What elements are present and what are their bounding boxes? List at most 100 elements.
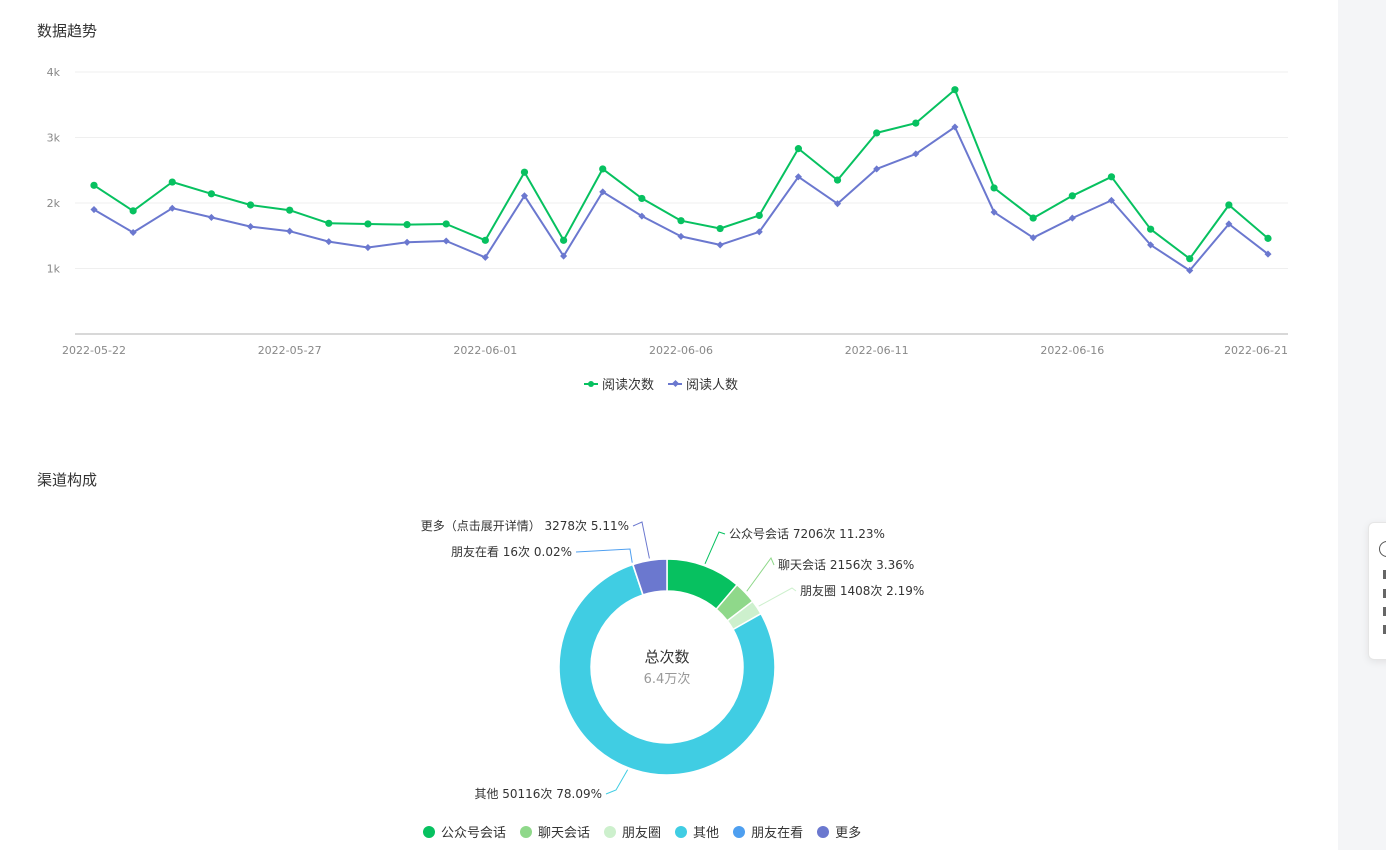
legend-label: 其他 <box>693 826 720 841</box>
data-point[interactable] <box>716 241 724 249</box>
data-point[interactable] <box>168 204 176 212</box>
data-point[interactable] <box>364 220 372 228</box>
help-circle-icon <box>1379 541 1386 557</box>
data-point[interactable] <box>873 129 881 137</box>
legend-item[interactable]: 朋友圈 <box>604 822 661 841</box>
data-point[interactable] <box>1147 225 1155 233</box>
data-point[interactable] <box>207 213 215 221</box>
donut-center-title: 总次数 <box>644 648 689 666</box>
trend-line-chart: 1k 2k 3k 4k 2022-05-22 2022-05-27 2022-06-01 2… <box>47 66 1288 357</box>
legend-item[interactable]: 聊天会话 <box>520 822 590 841</box>
legend-item[interactable]: 更多 <box>817 822 861 841</box>
data-point[interactable] <box>403 221 411 229</box>
data-point[interactable] <box>520 168 529 176</box>
x-tick-label: 2022-06-16 <box>1040 344 1104 357</box>
data-point[interactable] <box>599 188 607 196</box>
data-point[interactable] <box>325 238 333 246</box>
legend-dot-icon <box>423 825 435 838</box>
legend-item[interactable]: 其他 <box>675 822 719 841</box>
label-leader-line <box>575 548 633 563</box>
x-tick-label: 2022-06-21 <box>1224 344 1288 357</box>
data-point[interactable] <box>599 165 607 173</box>
data-point[interactable] <box>755 228 763 236</box>
legend-label: 朋友圈 <box>622 826 662 841</box>
y-tick-label: 1k <box>47 263 61 276</box>
data-point[interactable] <box>481 253 489 261</box>
legend-dot-icon <box>604 825 617 838</box>
data-point[interactable] <box>286 206 294 214</box>
data-point[interactable] <box>442 220 450 228</box>
legend-label: 聊天会话 <box>538 826 591 841</box>
data-point[interactable] <box>481 236 489 244</box>
series-line-阅读人数 <box>93 126 1269 272</box>
label-leader-line <box>632 521 650 559</box>
data-point[interactable] <box>560 252 568 260</box>
legend-dot-icon <box>733 825 746 838</box>
legend-label: 阅读人数 <box>686 378 739 393</box>
floating-help-card[interactable] <box>1368 522 1386 660</box>
data-point[interactable] <box>1264 234 1272 242</box>
data-point[interactable] <box>638 194 646 203</box>
data-point[interactable] <box>364 244 372 252</box>
legend-item[interactable]: 阅读次数 <box>584 374 654 393</box>
data-point[interactable] <box>1225 201 1233 209</box>
data-point[interactable] <box>873 165 881 173</box>
donut-slice[interactable] <box>558 563 776 776</box>
legend-label: 更多 <box>835 826 862 841</box>
data-point[interactable] <box>794 145 803 153</box>
channel-section-title: 渠道构成 <box>37 471 98 489</box>
data-point[interactable] <box>716 224 724 233</box>
data-point[interactable] <box>912 119 920 127</box>
data-point[interactable] <box>560 236 568 244</box>
data-point[interactable] <box>951 123 959 131</box>
channel-legend: 公众号会话 聊天会话 朋友圈 其他 朋友在看 更多 <box>423 822 861 841</box>
data-point[interactable] <box>1186 255 1194 263</box>
data-point[interactable] <box>1107 173 1116 181</box>
data-point[interactable] <box>90 206 98 214</box>
data-point[interactable] <box>325 219 333 227</box>
y-tick-label: 2k <box>47 197 61 210</box>
label-leader-line <box>605 769 629 795</box>
data-point[interactable] <box>833 176 842 184</box>
data-point[interactable] <box>246 223 255 231</box>
data-point[interactable] <box>677 232 685 240</box>
trend-section-title: 数据趋势 <box>37 22 98 40</box>
data-point[interactable] <box>403 238 411 246</box>
data-point[interactable] <box>638 212 646 220</box>
data-point[interactable] <box>286 227 294 235</box>
data-point[interactable] <box>755 211 763 220</box>
x-tick-label: 2022-06-01 <box>453 344 517 357</box>
data-point[interactable] <box>912 150 920 158</box>
legend-dot-icon <box>817 825 830 838</box>
data-point[interactable] <box>1029 214 1037 222</box>
data-point[interactable] <box>442 237 450 245</box>
donut-slice[interactable] <box>631 558 668 596</box>
legend-label: 阅读次数 <box>602 378 655 393</box>
data-point[interactable] <box>129 207 137 215</box>
x-tick-label: 2022-06-11 <box>845 344 909 357</box>
data-point[interactable] <box>1068 214 1076 222</box>
data-point[interactable] <box>677 217 685 225</box>
legend-dot-icon <box>675 825 688 838</box>
x-tick-label: 2022-05-27 <box>258 344 322 357</box>
data-point[interactable] <box>1068 192 1076 200</box>
data-point[interactable] <box>990 208 998 216</box>
data-point[interactable] <box>990 184 998 192</box>
donut-center-value: 6.4万次 <box>644 671 691 687</box>
data-point[interactable] <box>833 200 842 208</box>
legend-item[interactable]: 朋友在看 <box>733 822 803 841</box>
data-point[interactable] <box>129 228 137 237</box>
legend-item[interactable]: 阅读人数 <box>668 374 738 393</box>
legend-item[interactable]: 公众号会话 <box>423 822 506 841</box>
label-leader-line <box>746 556 775 592</box>
data-point[interactable] <box>794 173 802 181</box>
legend-marker-icon <box>584 379 598 389</box>
data-point[interactable] <box>207 190 215 198</box>
data-point[interactable] <box>168 178 176 186</box>
data-point[interactable] <box>951 86 959 94</box>
x-tick-label: 2022-06-06 <box>649 344 713 357</box>
data-point[interactable] <box>246 201 255 209</box>
trend-legend: 阅读次数 阅读人数 <box>584 374 738 393</box>
data-point[interactable] <box>90 181 98 189</box>
data-point[interactable] <box>520 192 529 200</box>
